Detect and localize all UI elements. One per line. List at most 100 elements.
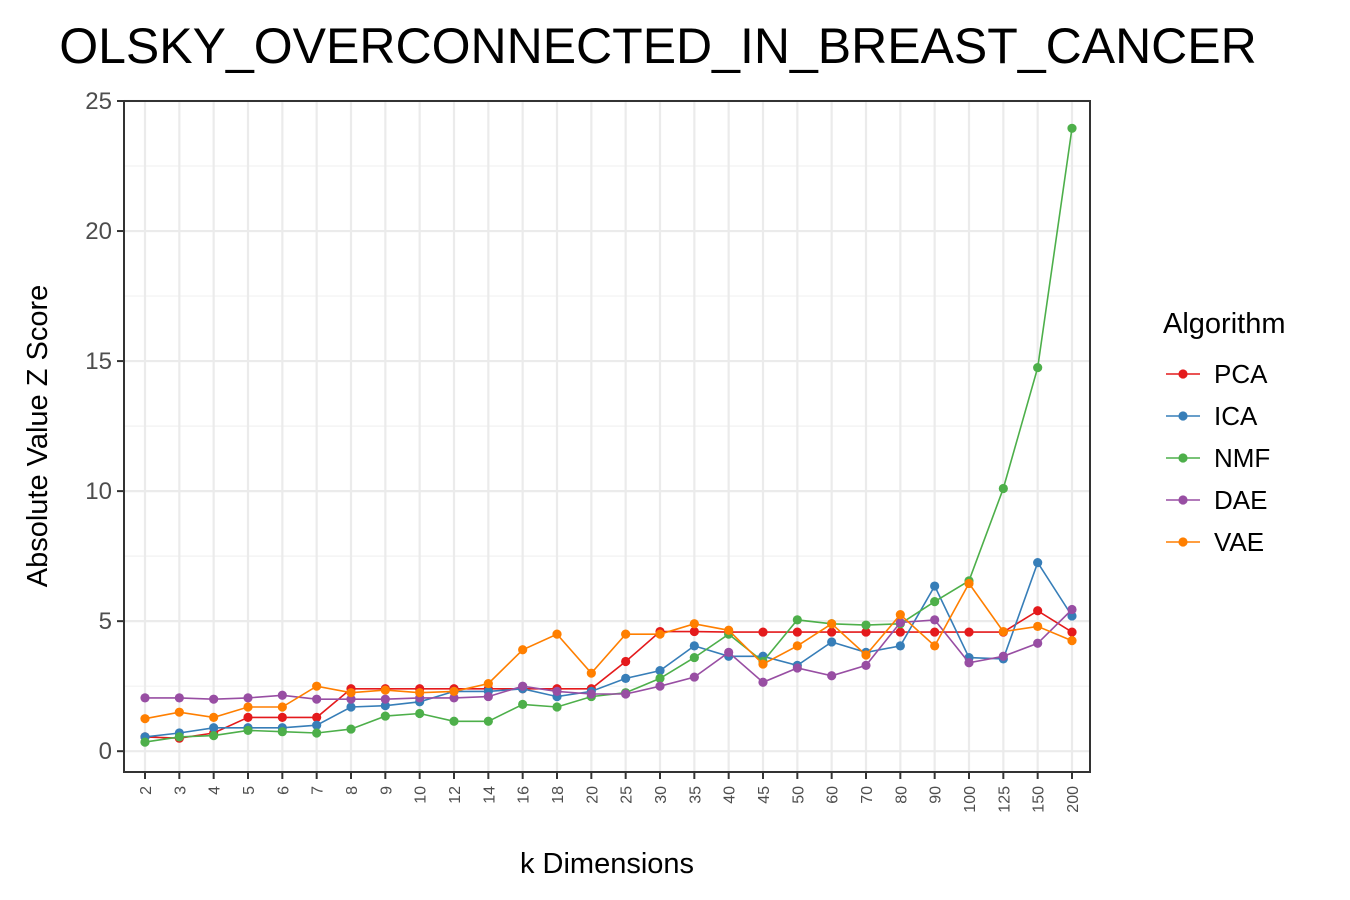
data-point-pca (861, 627, 871, 637)
x-tick-label: 90 (928, 786, 945, 804)
data-point-ica (930, 581, 940, 591)
x-tick-label: 5 (241, 786, 258, 795)
y-tick-label: 25 (85, 88, 112, 115)
y-tick-label: 10 (85, 478, 112, 505)
data-point-pca (312, 712, 322, 722)
data-point-dae (1033, 638, 1043, 648)
x-tick-label: 60 (825, 786, 842, 804)
data-point-ica (346, 702, 356, 712)
x-tick-label: 100 (962, 786, 979, 813)
x-tick-label: 9 (378, 786, 395, 795)
legend-item-vae: VAE (1166, 527, 1264, 557)
data-point-nmf (415, 708, 425, 719)
data-point-vae (758, 659, 768, 669)
data-point-vae (243, 702, 253, 712)
grid-lines (124, 99, 1090, 772)
data-point-dae (964, 658, 974, 668)
plot-panel (124, 101, 1090, 772)
data-point-pca (243, 712, 253, 722)
data-point-dae (243, 693, 253, 703)
data-point-vae (655, 629, 665, 639)
data-point-vae (209, 712, 219, 722)
data-point-nmf (346, 724, 356, 734)
y-axis-title: Absolute Value Z Score (22, 285, 54, 588)
data-point-nmf (861, 620, 871, 630)
legend-label-ica: ICA (1214, 401, 1258, 431)
data-point-ica (209, 723, 219, 733)
data-point-ica (689, 641, 699, 651)
data-point-dae (174, 693, 184, 703)
data-point-vae (346, 688, 356, 698)
y-tick-label: 5 (99, 608, 112, 635)
data-point-dae (518, 681, 528, 691)
x-tick-label: 10 (413, 786, 430, 804)
data-point-vae (930, 641, 940, 651)
legend-key-point-ica (1178, 411, 1188, 421)
data-point-pca (758, 627, 768, 637)
data-point-pca (1033, 606, 1043, 616)
data-point-vae (415, 688, 425, 698)
x-tick-label: 25 (619, 786, 636, 804)
data-point-dae (449, 693, 459, 703)
data-point-nmf (277, 727, 287, 737)
x-tick-label: 4 (207, 786, 224, 795)
data-point-vae (518, 645, 528, 655)
data-point-nmf (174, 732, 184, 742)
series-line-vae (144, 581, 1073, 720)
data-point-vae (964, 578, 974, 589)
x-tick-label: 14 (481, 786, 498, 804)
x-tick-label: 2 (138, 786, 155, 795)
data-point-ica (827, 637, 837, 647)
data-point-vae (689, 619, 699, 629)
data-point-ica (312, 720, 322, 730)
data-point-vae (792, 641, 802, 651)
data-point-dae (483, 691, 493, 702)
data-point-dae (758, 677, 768, 687)
data-point-nmf (689, 652, 699, 663)
x-tick-label: 45 (756, 786, 773, 804)
data-point-vae (174, 707, 184, 717)
data-point-vae (380, 685, 390, 695)
legend-label-dae: DAE (1214, 485, 1267, 515)
legend-key-point-nmf (1178, 453, 1188, 463)
x-axis: 2 3 4 5 6 7 8 9 10 12 14 16 18 20 25 30 35 40 45 50 60 70 80 90… (138, 772, 1082, 813)
series-layer (140, 123, 1077, 747)
data-point-pca (277, 712, 287, 722)
data-point-dae (689, 672, 699, 682)
legend-label-pca: PCA (1214, 359, 1268, 389)
data-point-nmf (483, 716, 493, 726)
x-tick-label: 150 (1031, 786, 1048, 813)
x-tick-label: 8 (344, 786, 361, 795)
data-point-nmf (1067, 123, 1077, 133)
data-point-ica (895, 641, 905, 651)
x-tick-label: 7 (310, 786, 327, 795)
legend: Algorithm PCA ICA NMF DAE VAE (1163, 308, 1286, 557)
data-point-dae (140, 693, 150, 703)
data-point-dae (277, 690, 287, 700)
data-point-dae (209, 694, 219, 704)
data-point-dae (861, 660, 871, 670)
x-tick-label: 35 (687, 786, 704, 804)
data-point-vae (724, 625, 734, 635)
data-point-nmf (209, 730, 219, 741)
x-tick-label: 16 (516, 786, 533, 804)
data-point-nmf (998, 483, 1008, 494)
data-point-pca (1067, 627, 1077, 637)
plot-border (123, 100, 1091, 773)
data-point-dae (895, 617, 905, 628)
legend-item-dae: DAE (1166, 485, 1267, 515)
data-point-dae (724, 647, 734, 657)
data-point-dae (655, 681, 665, 691)
x-tick-label: 30 (653, 786, 670, 804)
data-point-ica (655, 665, 665, 676)
x-tick-label: 18 (550, 786, 567, 804)
data-point-dae (380, 694, 390, 704)
series-line-pca (144, 609, 1073, 740)
legend-label-vae: VAE (1214, 527, 1264, 557)
legend-key-point-pca (1178, 369, 1188, 379)
data-point-vae (621, 629, 631, 639)
data-point-dae (346, 694, 356, 704)
data-point-pca (895, 627, 905, 637)
data-point-ica (621, 673, 631, 683)
